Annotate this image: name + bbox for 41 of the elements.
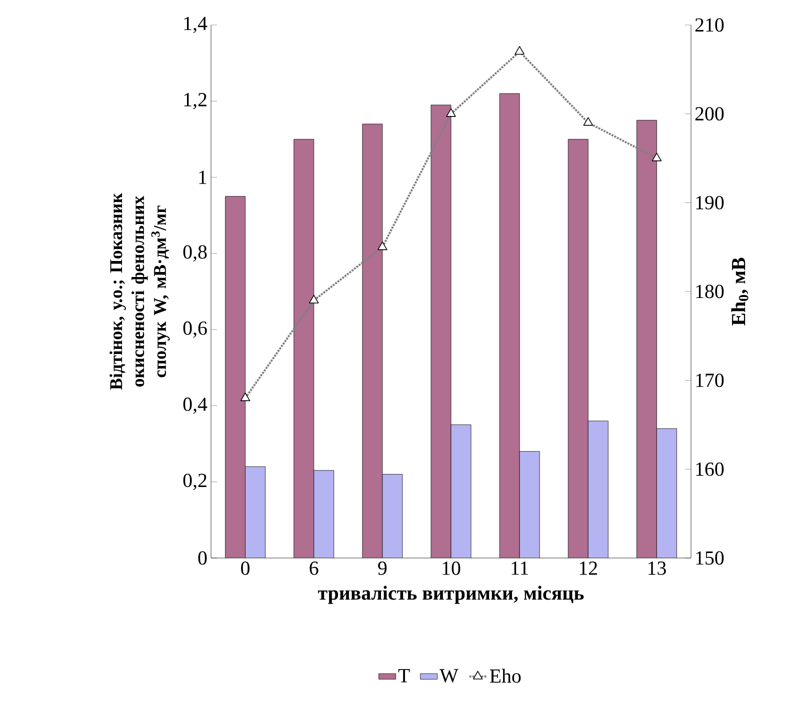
legend-label: T xyxy=(398,669,410,682)
y-tick-label: 0,2 xyxy=(183,474,206,490)
y-tick-label: 0,4 xyxy=(183,398,208,414)
y-tick-label: 1,4 xyxy=(184,16,208,34)
bar xyxy=(500,94,520,558)
bar xyxy=(314,470,334,558)
y-tick-label: 0 xyxy=(198,551,207,565)
bar xyxy=(656,428,677,558)
bar xyxy=(636,120,657,558)
bar xyxy=(431,104,452,558)
x-tick-label: 13 xyxy=(648,562,666,575)
y-tick-label: 1,2 xyxy=(184,93,206,110)
y2-axis-title: Eh$_{0}$, мВ xyxy=(731,258,748,326)
y-tick-label: 0,8 xyxy=(183,245,207,262)
x-tick-label: 0 xyxy=(241,562,250,575)
bar xyxy=(362,124,382,558)
bar xyxy=(294,139,314,558)
legend-label: W xyxy=(440,669,458,683)
y-tick-label: 1 xyxy=(199,170,206,184)
y2-tick-label: 200 xyxy=(695,107,724,121)
y2-tick-label: 190 xyxy=(696,196,724,210)
bar xyxy=(520,451,540,558)
x-tick-label: 10 xyxy=(442,562,460,575)
y2-tick-label: 160 xyxy=(696,462,724,476)
y2-tick-label: 210 xyxy=(695,18,724,32)
x-tick-label: 12 xyxy=(580,562,598,575)
bar xyxy=(588,420,608,558)
bar xyxy=(568,139,588,558)
y2-tick-label: 180 xyxy=(696,284,724,298)
bar xyxy=(382,474,402,558)
legend-label: Eho xyxy=(490,668,521,683)
y2-tick-label: 150 xyxy=(696,551,724,565)
bar xyxy=(225,196,246,558)
y-tick-label: 0,6 xyxy=(183,321,207,338)
bar xyxy=(245,466,266,558)
y2-tick-label: 170 xyxy=(696,374,724,388)
bar xyxy=(451,424,472,558)
x-tick-label: 11 xyxy=(512,562,528,575)
x-tick-label: 6 xyxy=(310,562,318,575)
x-tick-label: 9 xyxy=(378,562,387,575)
x-axis-title: тривалість витримки, місяць xyxy=(318,586,584,604)
